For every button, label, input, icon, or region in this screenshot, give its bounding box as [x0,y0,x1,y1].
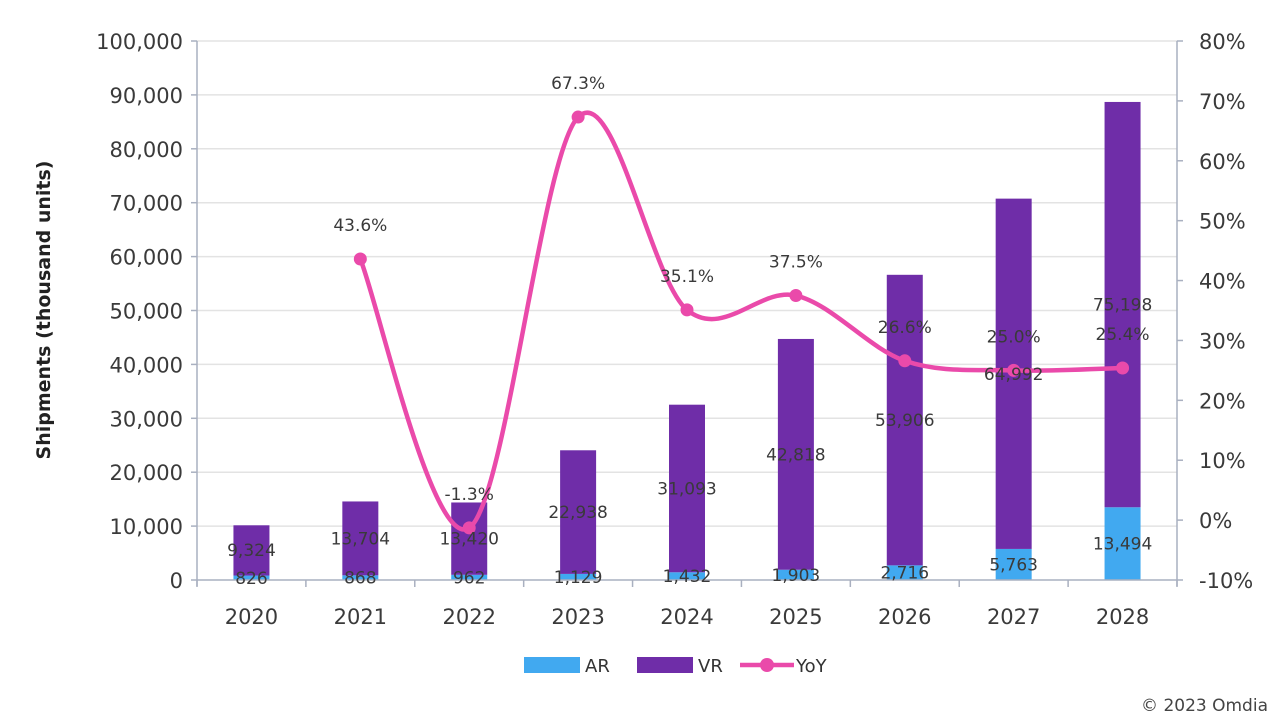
left-tick-label: 20,000 [110,461,183,485]
left-tick-label: 50,000 [110,300,183,324]
left-tick-label: 40,000 [110,353,183,377]
yoy-marker [353,252,367,266]
right-tick-label: 20% [1199,389,1246,413]
data-label-vr: 75,198 [1093,296,1152,316]
bar-vr [1104,101,1141,508]
data-label-vr: 53,906 [875,411,934,431]
data-label-yoy: 26.6% [878,318,932,338]
data-label-yoy: 37.5% [769,253,823,273]
bar-vr [777,338,814,570]
data-label-ar: 962 [453,568,485,588]
left-tick-label: 100,000 [96,30,183,54]
data-label-vr: 13,420 [439,530,498,550]
x-tick-label: 2025 [769,605,822,629]
yoy-marker [680,303,694,317]
right-tick-label: 40% [1199,270,1246,294]
data-label-yoy: 43.6% [333,216,387,236]
left-tick-label: 60,000 [110,246,183,270]
right-tick-label: 50% [1199,210,1246,234]
bar-ar [451,574,488,580]
left-tick-label: 30,000 [110,407,183,431]
bar-vr [451,502,488,575]
bar-vr [560,450,597,574]
x-tick-label: 2023 [551,605,604,629]
data-labels: 9,324 826 13,704 868 13,420 962 22,938 1,129 31,… [227,74,1152,589]
bar-ar [1104,507,1141,580]
data-label-yoy: 67.3% [551,74,605,94]
data-label-ar: 1,129 [554,568,603,588]
data-label-vr: 13,704 [331,529,390,549]
data-label-ar: 13,494 [1093,535,1152,555]
data-label-ar: 868 [344,569,376,589]
data-label-yoy: 25.0% [987,327,1041,347]
bar-vr [669,404,705,573]
data-label-yoy: 35.1% [660,267,714,287]
legend-label-vr: VR [698,656,723,677]
yoy-marker [789,289,803,303]
yoy-marker [898,354,912,368]
data-label-ar: 2,716 [880,564,929,584]
x-tick-label: 2026 [878,605,931,629]
data-label-vr: 22,938 [548,503,607,523]
data-label-vr: 31,093 [657,479,716,499]
data-label-ar: 5,763 [989,555,1038,575]
left-tick-label: 90,000 [110,84,183,108]
x-tick-label: 2021 [334,605,387,629]
data-label-yoy: -1.3% [445,485,494,505]
x-tick-label: 2028 [1096,605,1149,629]
y-axis-title: Shipments (thousand units) [33,161,55,460]
yoy-marker [571,110,585,124]
x-tick-label: 2024 [660,605,713,629]
bar-ar [777,569,814,580]
bar-ar [886,565,923,580]
data-label-yoy: 25.4% [1096,325,1150,345]
bar-ar [995,548,1032,580]
data-label-vr: 42,818 [766,445,825,465]
legend-swatch-vr [637,657,693,673]
bar-ar [342,575,379,580]
right-tick-label: 70% [1199,90,1246,114]
x-tick-label: 2020 [225,605,278,629]
data-label-ar: 826 [235,569,267,589]
yoy-marker [1116,361,1130,375]
copyright-text: © 2023 Omdia [1141,696,1268,716]
yoy-line-group [353,110,1130,535]
data-label-ar: 1,432 [663,567,712,587]
legend-swatch-ar [524,657,580,673]
right-tick-label: 80% [1199,30,1246,54]
left-tick-label: 80,000 [110,138,183,162]
bar-ar [233,575,270,580]
bars [233,101,1141,580]
data-label-vr: 9,324 [227,541,276,561]
legend-label-ar: AR [585,656,610,677]
yoy-marker [1007,363,1021,377]
x-tick-label: 2022 [442,605,495,629]
right-tick-label: 60% [1199,150,1246,174]
left-tick-label: 70,000 [110,192,183,216]
legend: AR VR YoY [524,656,828,677]
left-tick-label: 10,000 [110,515,183,539]
bar-ar [560,573,597,580]
bar-ar [669,572,705,580]
right-tick-label: 10% [1199,449,1246,473]
yoy-marker [462,521,476,535]
data-label-ar: 1,903 [772,566,821,586]
x-tick-label: 2027 [987,605,1040,629]
bar-vr [342,501,379,576]
bar-vr [886,274,923,566]
right-tick-label: -10% [1199,569,1253,593]
right-tick-label: 30% [1199,329,1246,353]
bar-vr [233,525,270,576]
left-tick-label: 0 [170,569,183,593]
legend-label-yoy: YoY [795,656,828,677]
legend-marker-yoy [760,658,774,672]
data-label-vr: 64,992 [984,365,1043,385]
axes: 0 10,000 20,000 30,000 40,000 50,000 60,000 70,… [96,30,1253,629]
right-tick-label: 0% [1199,509,1232,533]
